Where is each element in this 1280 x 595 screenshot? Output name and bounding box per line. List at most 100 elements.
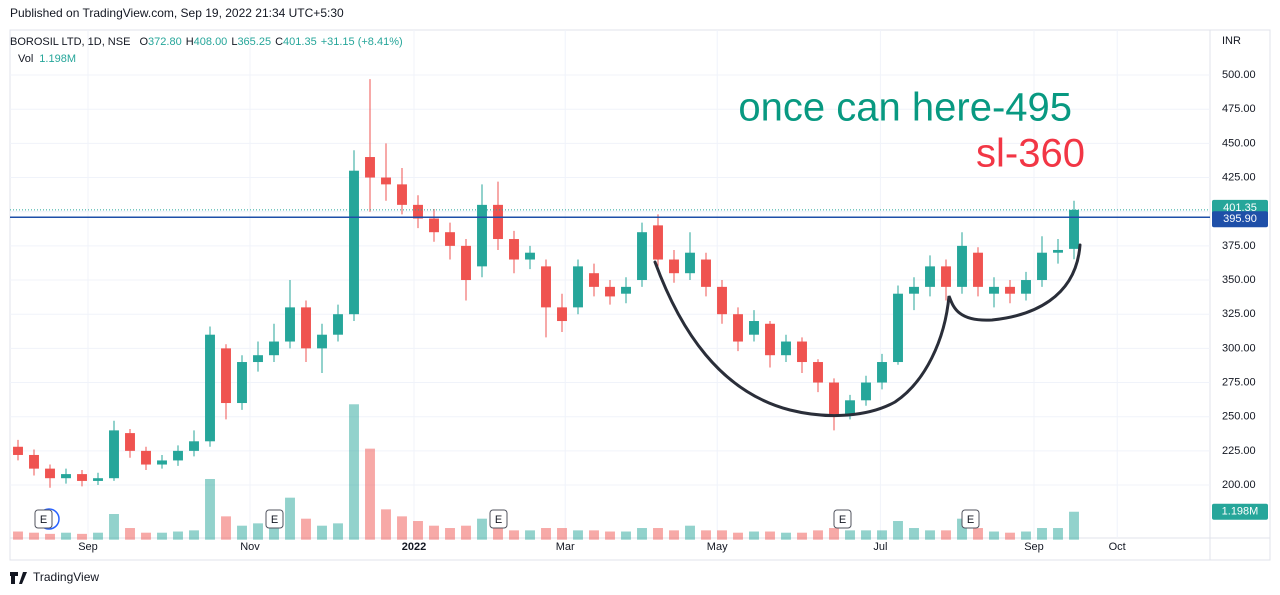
candle-body (957, 245, 967, 287)
x-tick-label: May (707, 541, 728, 553)
earnings-label[interactable]: E (495, 514, 502, 526)
grid: 200.00 225.00 250.00 275.00 300.00 325.00 350.… (10, 30, 1256, 553)
annotation: sl-360 (976, 132, 1085, 176)
candle-body (333, 314, 343, 335)
y-tick-label: 200.00 (1222, 479, 1256, 491)
y-tick-label: 225.00 (1222, 445, 1256, 457)
earnings-box (34, 509, 53, 529)
volume-legend: Vol 1.198M (18, 53, 76, 65)
candle-body (605, 286, 615, 297)
y-tick-label: 375.00 (1222, 240, 1256, 252)
volume-bar (1037, 528, 1047, 540)
candle-body (989, 286, 999, 294)
earnings-label[interactable]: E (40, 514, 47, 526)
candle-body (557, 307, 567, 322)
brand: TradingView (33, 570, 99, 584)
legend-change: +31.15 (+8.41%) (321, 36, 403, 48)
volume-tag-label: 1.198M (1222, 506, 1259, 518)
candle-body (1069, 209, 1079, 249)
candle-body (893, 293, 903, 363)
earnings-label[interactable]: E (839, 514, 846, 526)
volume-bar (637, 528, 647, 540)
candle-body (861, 382, 871, 401)
earnings-label[interactable]: E (967, 514, 974, 526)
candle-body (477, 204, 487, 267)
volume-bar (701, 530, 711, 540)
candle-body (301, 307, 311, 349)
volume-bar (333, 523, 343, 540)
candles (13, 79, 1079, 488)
volume-bar (877, 530, 887, 540)
volume-bar (477, 518, 487, 540)
volume-bar (445, 528, 455, 540)
legend: BOROSIL LTD, 1D, NSE O372.80 H408.00 L365.… (10, 36, 403, 48)
x-tick-label: Sep (1024, 541, 1044, 553)
price-tag-label: 401.35 (1223, 202, 1257, 214)
volume-bar (813, 530, 823, 540)
volume-bar (525, 530, 535, 540)
volume-bar (141, 532, 151, 540)
volume-bar (717, 530, 727, 540)
volume-bar (973, 528, 983, 540)
logo-icon (10, 572, 27, 584)
legend-key: L (231, 36, 237, 48)
candle-body (285, 307, 295, 342)
y-tick-label: 350.00 (1222, 274, 1256, 286)
symbol: BOROSIL LTD, 1D, NSE (10, 36, 130, 48)
candle-body (509, 239, 519, 260)
volume-bar (781, 532, 791, 540)
volume-value: 1.198M (39, 53, 76, 65)
candle-body (381, 177, 391, 185)
volume-bar (93, 532, 103, 540)
candle-body (925, 266, 935, 287)
candle-body (173, 450, 183, 461)
volume-bar (61, 532, 71, 540)
annotation: once can here-495 (738, 86, 1072, 130)
volume-bar (237, 525, 247, 540)
volume-bar (653, 528, 663, 540)
candle-body (205, 334, 215, 442)
volume-bar (797, 532, 807, 540)
candle-body (189, 441, 199, 451)
candle-body (669, 259, 679, 274)
earnings-label[interactable]: E (271, 514, 278, 526)
candle-body (317, 334, 327, 349)
y-tick-label: 250.00 (1222, 411, 1256, 423)
volume-bar (845, 530, 855, 540)
volume-bar (605, 531, 615, 540)
volume-bar (1005, 532, 1015, 540)
volume-bar (157, 532, 167, 540)
candle-body (685, 252, 695, 274)
candle-body (829, 382, 839, 417)
y-tick-label: 450.00 (1222, 137, 1256, 149)
volume-bar (893, 521, 903, 540)
earnings-box (489, 509, 508, 529)
volume-bar (461, 525, 471, 540)
candle-body (973, 252, 983, 287)
volume-bar (29, 532, 39, 540)
candle-body (573, 266, 583, 308)
candle-body (125, 433, 135, 451)
volume-bar (317, 525, 327, 540)
volume-bar (189, 530, 199, 540)
volume-bar (925, 530, 935, 540)
candle-body (541, 266, 551, 308)
volume-bar (269, 521, 279, 540)
candle-body (349, 170, 359, 315)
x-tick-label: Oct (1109, 541, 1126, 553)
candle-body (877, 362, 887, 383)
legend-value: 372.80 (148, 36, 182, 48)
candle-body (589, 273, 599, 287)
candle-body (1037, 252, 1047, 281)
volume-bar (765, 531, 775, 540)
legend-value: 401.35 (283, 36, 317, 48)
earnings-markers: E E E E E (34, 508, 980, 530)
candle-body (1005, 286, 1015, 294)
currency: INR (1222, 35, 1241, 47)
candle-body (141, 450, 151, 465)
volume-bar (397, 516, 407, 540)
candle-body (493, 204, 503, 240)
volume-bar (125, 528, 135, 540)
